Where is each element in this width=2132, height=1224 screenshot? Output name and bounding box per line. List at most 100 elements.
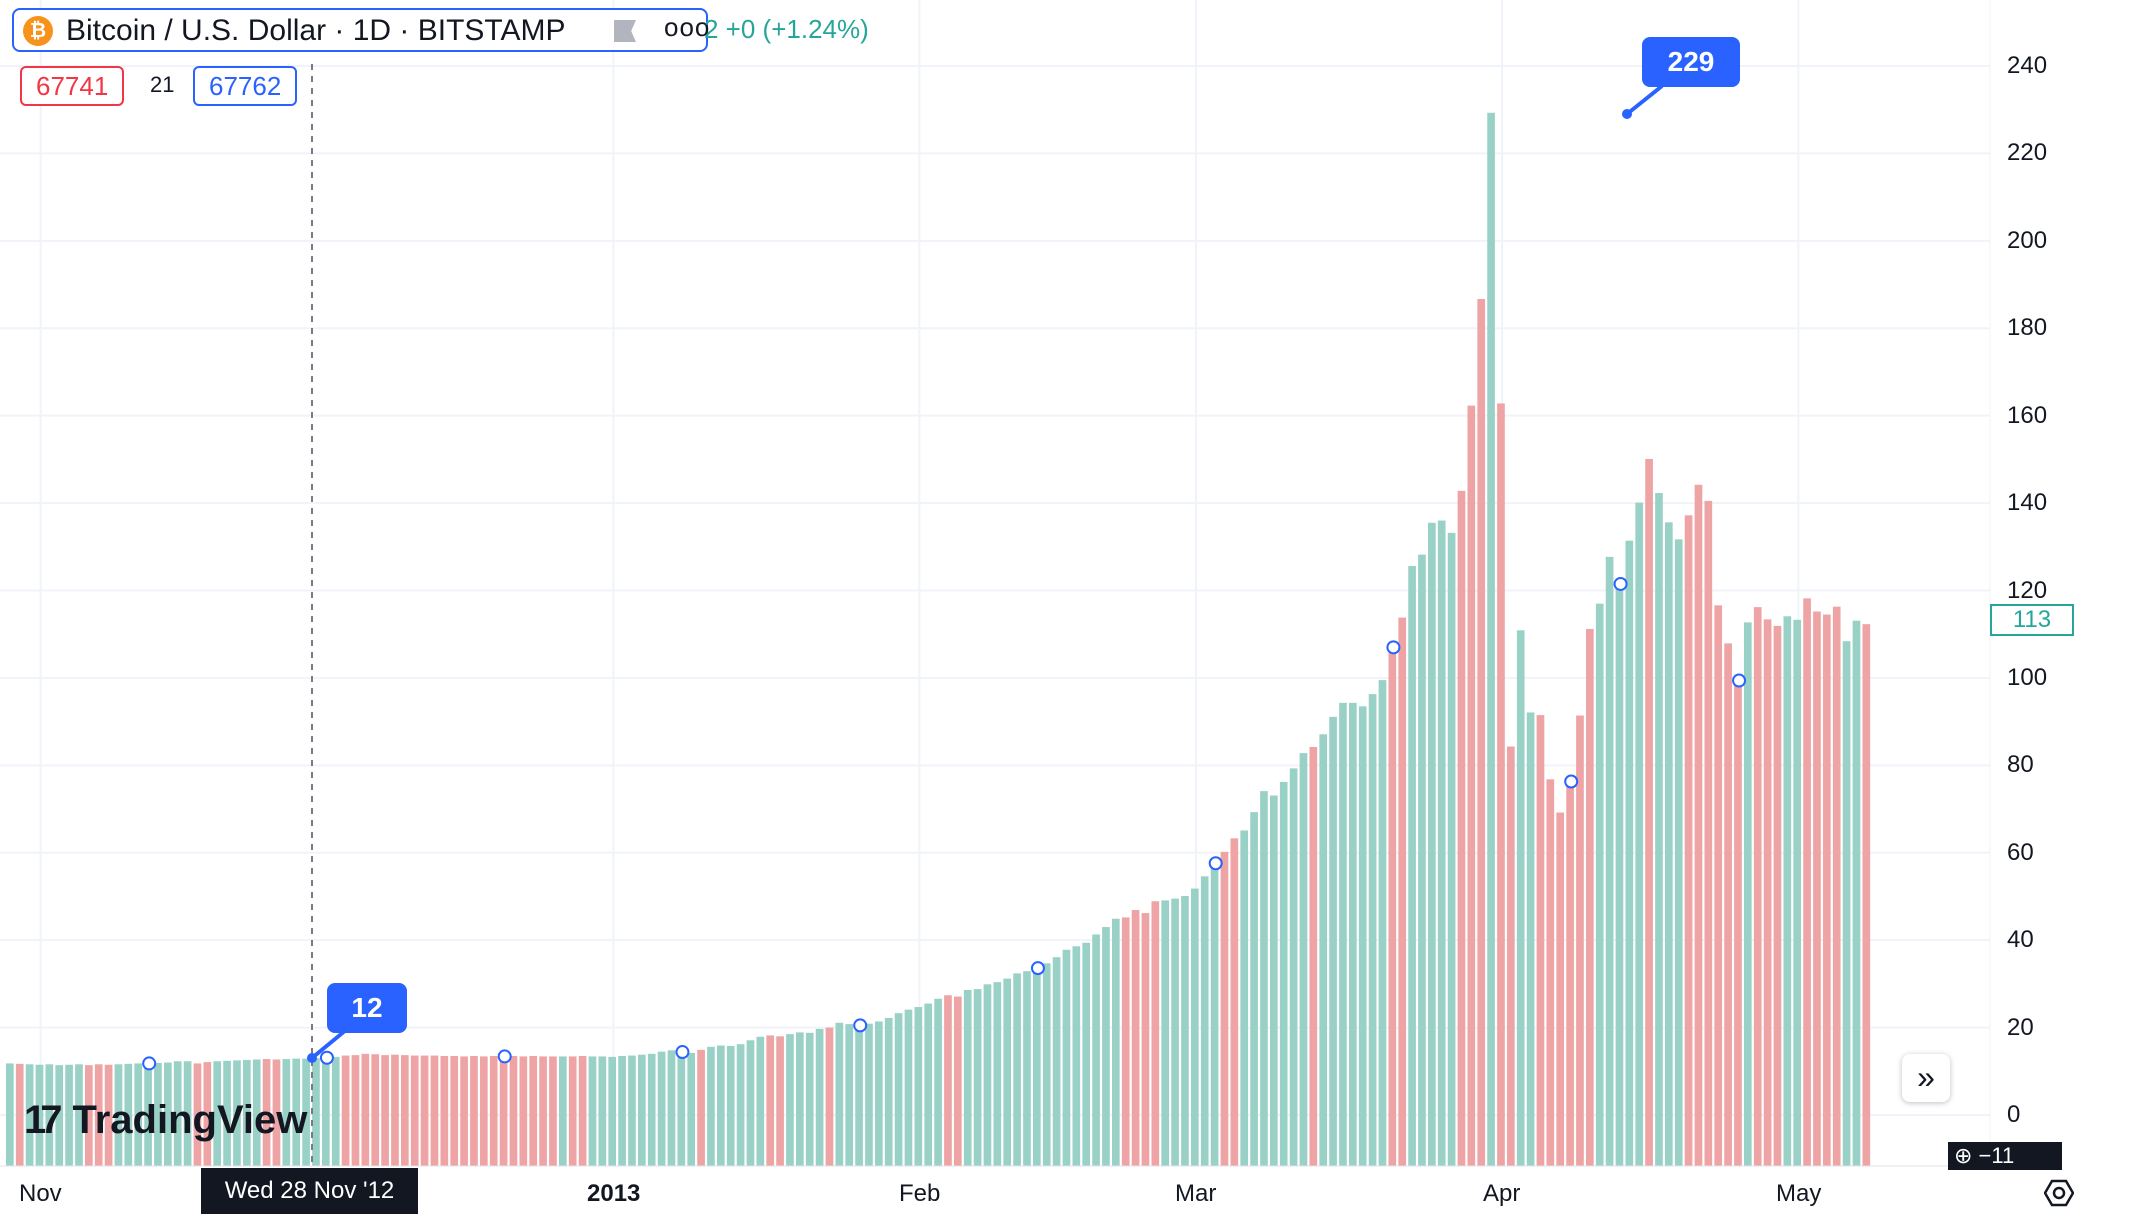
anchor-marker[interactable] <box>1386 640 1401 655</box>
volume-bar <box>1200 876 1209 1166</box>
volume-bar <box>835 1022 844 1166</box>
volume-bar <box>1339 702 1347 1166</box>
y-tick-label: 160 <box>2007 401 2048 429</box>
volume-bar <box>588 1056 597 1166</box>
anchor-marker[interactable] <box>319 1050 334 1065</box>
anchor-markers[interactable] <box>142 576 1747 1071</box>
volume-bar <box>1783 616 1792 1166</box>
spread-value: 21 <box>150 72 175 97</box>
peak-callout-pointer <box>1625 84 1664 116</box>
volume-bar <box>233 1060 241 1166</box>
volume-bar <box>884 1017 893 1166</box>
start-callout[interactable]: 12 <box>327 983 407 1033</box>
volume-bar <box>1161 900 1170 1166</box>
volume-bar <box>1813 611 1821 1166</box>
volume-bar <box>1645 458 1653 1166</box>
volume-bar <box>1220 851 1229 1166</box>
volume-bar <box>322 1057 330 1166</box>
flag-icon[interactable] <box>614 20 636 42</box>
settings-icon[interactable] <box>2044 1178 2074 1208</box>
scale-button[interactable]: ⊕ −11 <box>1948 1142 2062 1170</box>
volume-bar <box>983 984 992 1166</box>
volume-bar <box>667 1050 676 1166</box>
volume-bar <box>252 1059 261 1166</box>
y-tick-label: 60 <box>2007 838 2034 866</box>
volume-bar <box>1072 946 1081 1166</box>
symbol-title[interactable]: Bitcoin / U.S. Dollar · 1D · BITSTAMP <box>66 14 566 47</box>
tradingview-logo: 17 TradingView <box>24 1098 307 1143</box>
anchor-marker[interactable] <box>1208 856 1223 871</box>
volume-bar <box>440 1055 449 1166</box>
volume-bar <box>1398 617 1407 1166</box>
volume-bar <box>1744 622 1752 1166</box>
volume-bar <box>973 989 982 1166</box>
volume-bar <box>401 1055 409 1166</box>
volume-bar <box>1516 630 1525 1166</box>
volume-bar <box>766 1035 775 1166</box>
current-price-label: 113 <box>1990 604 2074 636</box>
volume-bar <box>1615 583 1624 1166</box>
volume-bar <box>124 1063 133 1166</box>
peak-callout[interactable]: 229 <box>1642 37 1740 87</box>
buy-button[interactable]: 67762 <box>193 66 298 106</box>
y-tick-label: 20 <box>2007 1013 2034 1041</box>
tradingview-wordmark: TradingView <box>72 1098 308 1142</box>
volume-bar <box>104 1064 113 1166</box>
volume-bar <box>1704 500 1713 1166</box>
volume-bar <box>805 1032 814 1166</box>
anchor-marker[interactable] <box>1030 961 1045 976</box>
x-tick-label: Feb <box>899 1180 941 1207</box>
volume-bar <box>1507 746 1515 1166</box>
volume-bar <box>1418 554 1426 1166</box>
volume-bar <box>1131 910 1140 1166</box>
volume-bar <box>1171 898 1179 1166</box>
volume-bar <box>381 1055 389 1166</box>
volume-bar <box>371 1054 380 1166</box>
volume-bar <box>144 1063 152 1166</box>
symbol-legend[interactable]: ₿ Bitcoin / U.S. Dollar · 1D · BITSTAMP … <box>12 8 711 52</box>
anchor-marker[interactable] <box>1732 673 1747 688</box>
volume-bar <box>914 1007 923 1166</box>
volume-bar <box>707 1046 715 1166</box>
volume-bar <box>351 1055 360 1166</box>
volume-bar <box>1428 522 1436 1166</box>
volume-bar <box>164 1062 172 1166</box>
volume-bar <box>1388 647 1397 1166</box>
volume-bar <box>1842 641 1851 1166</box>
anchor-marker[interactable] <box>853 1018 868 1033</box>
volume-bar <box>1655 493 1663 1166</box>
more-icon[interactable]: ooo <box>664 12 711 42</box>
anchor-marker[interactable] <box>1564 774 1579 789</box>
tradingview-mark: 17 <box>24 1098 62 1142</box>
peak-anchor[interactable] <box>1622 109 1632 119</box>
volume-bar <box>1556 812 1565 1166</box>
go-to-realtime-button[interactable]: » <box>1902 1054 1950 1102</box>
y-tick-label: 120 <box>2007 576 2048 604</box>
anchor-marker[interactable] <box>1613 576 1628 591</box>
y-tick-label: 80 <box>2007 751 2034 779</box>
crosshair-date-label: Wed 28 Nov '12 <box>201 1168 418 1214</box>
volume-bar <box>1191 888 1199 1166</box>
anchor-marker[interactable] <box>497 1049 512 1064</box>
volume-bar <box>1674 539 1683 1166</box>
volume-bar <box>677 1052 686 1166</box>
volume-bar <box>736 1044 745 1166</box>
start-anchor[interactable] <box>307 1053 317 1063</box>
volume-bars <box>6 112 1871 1167</box>
volume-bar <box>1773 625 1782 1166</box>
volume-bar <box>114 1064 123 1166</box>
anchor-marker[interactable] <box>142 1056 157 1071</box>
volume-bar <box>697 1049 705 1166</box>
anchor-marker[interactable] <box>675 1045 690 1060</box>
volume-bar <box>1605 556 1614 1166</box>
volume-bar <box>1092 934 1100 1166</box>
sell-button[interactable]: 67741 <box>20 66 125 106</box>
volume-bar <box>470 1055 478 1166</box>
volume-bar <box>94 1064 103 1166</box>
volume-bar <box>1319 734 1328 1166</box>
volume-bar <box>1803 598 1811 1166</box>
volume-bar <box>1753 607 1762 1166</box>
volume-bar <box>608 1056 617 1166</box>
volume-bar <box>35 1064 44 1166</box>
